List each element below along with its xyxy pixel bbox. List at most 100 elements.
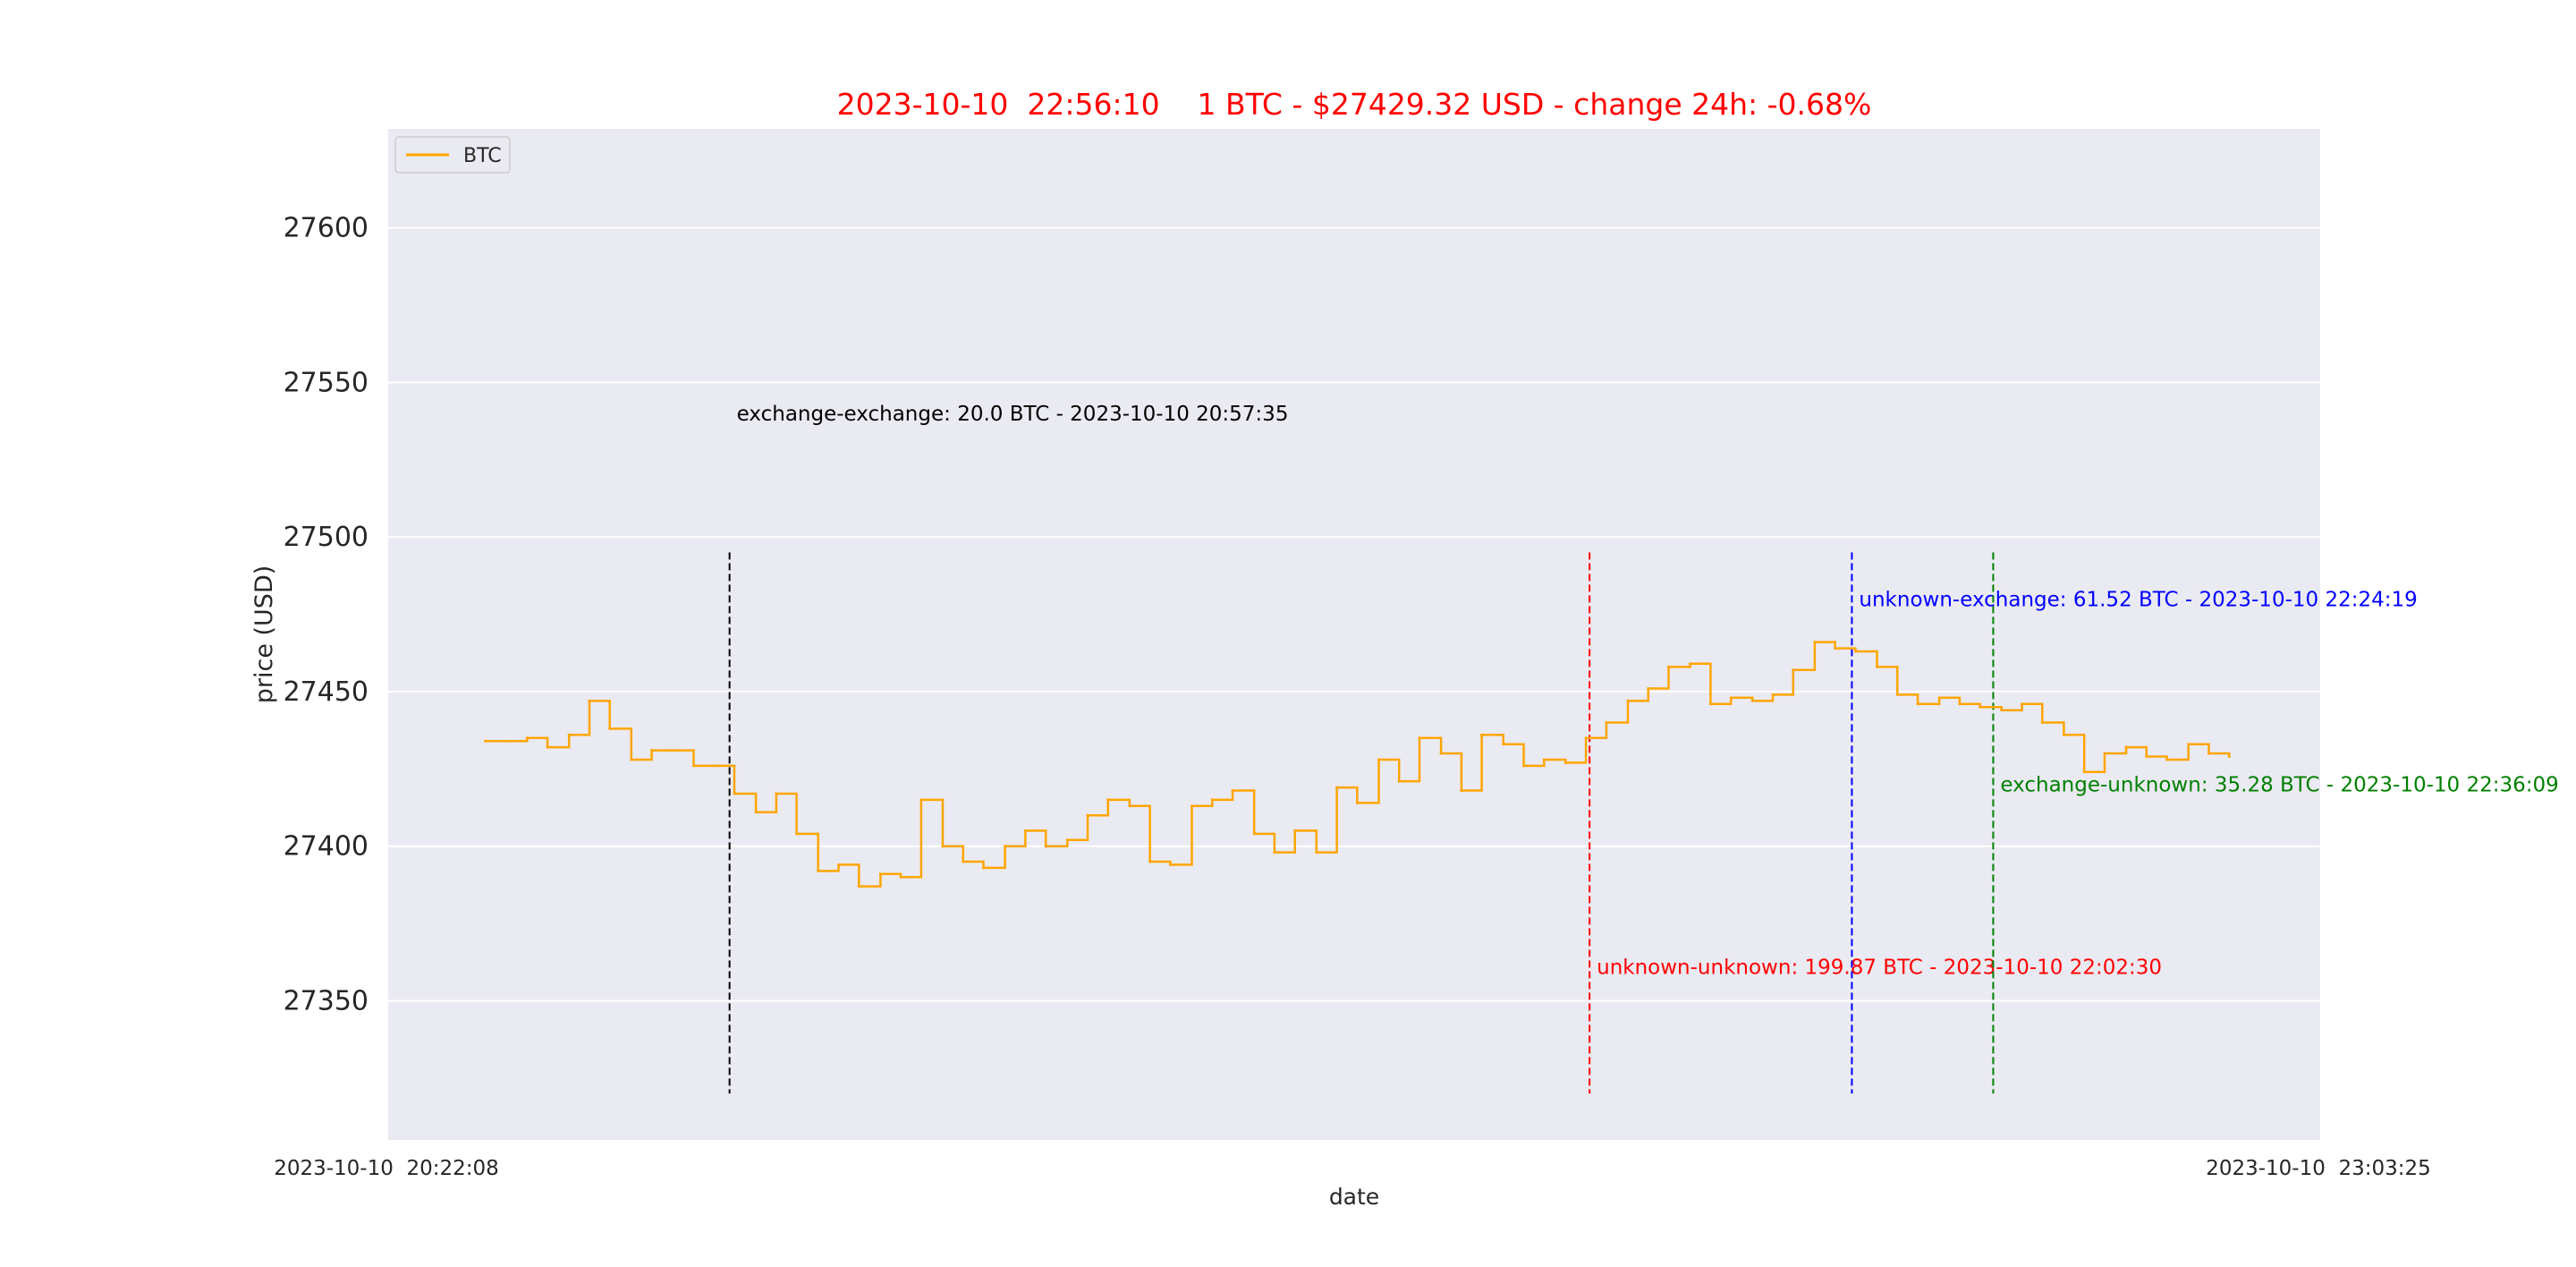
grid-lines <box>388 226 2320 1002</box>
btc-data-point <box>1044 845 1047 848</box>
btc-data-point <box>837 863 841 866</box>
btc-data-point <box>1937 696 1941 700</box>
event-label: exchange-unknown: 35.28 BTC - 2023-10-10… <box>2000 774 2558 797</box>
event-label: unknown-unknown: 199.87 BTC - 2023-10-10… <box>1597 956 2162 979</box>
btc-data-point <box>691 764 695 768</box>
btc-data-point <box>1460 789 1463 793</box>
btc-data-point <box>1439 752 1443 755</box>
btc-data-point <box>795 832 799 836</box>
btc-data-point <box>1128 804 1131 808</box>
btc-data-point <box>1355 801 1359 804</box>
series-layer <box>483 641 2231 889</box>
plot-area <box>388 129 2320 1140</box>
btc-data-point <box>878 872 882 876</box>
btc-data-point <box>1813 641 1817 644</box>
btc-data-point <box>1004 845 1007 848</box>
btc-data-point <box>1023 829 1027 832</box>
btc-data-point <box>2021 702 2024 706</box>
btc-data-point <box>525 736 529 740</box>
btc-data-point <box>1626 699 1630 702</box>
btc-data-point <box>2187 743 2190 746</box>
y-tick-label: 27600 <box>284 213 369 244</box>
btc-data-point <box>1418 736 1421 740</box>
btc-data-point <box>1273 851 1276 855</box>
x-tick-label-start: 2023-10-10 20:22:08 <box>274 1157 499 1180</box>
btc-data-point <box>1563 761 1567 764</box>
btc-data-point <box>1480 733 1484 736</box>
btc-data-point <box>1647 686 1650 690</box>
btc-data-point <box>546 745 549 749</box>
btc-data-point <box>1191 804 1194 808</box>
btc-data-point <box>982 866 986 870</box>
btc-data-point <box>2103 752 2106 755</box>
btc-data-point <box>1315 851 1318 855</box>
btc-data-point <box>1502 743 1505 746</box>
btc-data-point <box>1667 665 1671 668</box>
btc-data-point <box>1729 696 1733 700</box>
x-axis-label: date <box>1329 1184 1379 1210</box>
btc-data-point <box>2082 770 2086 774</box>
y-tick-label: 27350 <box>284 985 369 1016</box>
btc-data-point <box>588 699 591 702</box>
btc-data-point <box>630 758 633 761</box>
btc-data-point <box>1542 758 1546 761</box>
legend-box <box>394 136 511 174</box>
btc-data-point <box>1689 662 1692 666</box>
btc-data-point <box>2124 745 2128 749</box>
btc-data-point <box>483 739 487 743</box>
btc-data-point <box>1293 829 1297 832</box>
btc-data-point <box>962 860 965 863</box>
btc-data-point <box>1853 650 1857 653</box>
btc-data-point <box>1065 838 1069 842</box>
btc-data-point <box>1792 668 1795 672</box>
btc-data-point <box>1979 705 1982 709</box>
btc-data-point <box>650 749 654 753</box>
legend-label: BTC <box>463 145 502 167</box>
btc-price-line <box>485 641 2231 888</box>
btc-data-point <box>1916 702 1919 706</box>
btc-data-point <box>608 727 612 730</box>
btc-data-point <box>1708 702 1712 706</box>
btc-data-point <box>1834 647 1837 651</box>
btc-data-point <box>1252 832 1256 836</box>
btc-data-point <box>712 764 716 768</box>
y-axis-ticks: 27350 27400 27450 27500 27550 27600 <box>284 213 369 1017</box>
btc-data-point <box>2062 733 2065 736</box>
btc-data-point <box>1750 699 1754 702</box>
btc-data-point <box>2040 720 2044 724</box>
btc-data-point <box>857 885 860 889</box>
event-label: unknown-exchange: 61.52 BTC - 2023-10-10… <box>1859 588 2417 611</box>
chart-title: 2023-10-10 22:56:10 1 BTC - $27429.32 US… <box>837 87 1872 122</box>
btc-data-point <box>2227 754 2231 758</box>
btc-data-point <box>1106 798 1110 802</box>
y-tick-label: 27550 <box>284 367 369 398</box>
btc-data-point <box>919 798 923 802</box>
btc-data-point <box>1231 789 1234 793</box>
btc-data-point <box>1521 764 1525 768</box>
btc-data-point <box>1584 736 1588 740</box>
btc-data-point <box>670 749 674 753</box>
btc-data-point <box>941 845 945 848</box>
btc-data-point <box>2000 709 2004 712</box>
btc-data-point <box>1876 665 1879 668</box>
event-label: exchange-exchange: 20.0 BTC - 2023-10-10… <box>737 403 1289 426</box>
legend: BTC <box>394 136 511 174</box>
btc-data-point <box>567 733 571 736</box>
btc-data-point <box>1168 863 1172 866</box>
y-tick-label: 27450 <box>284 676 369 708</box>
event-markers: exchange-exchange: 20.0 BTC - 2023-10-10… <box>728 403 2559 1094</box>
btc-data-point <box>1605 720 1608 724</box>
btc-data-point <box>505 739 509 743</box>
btc-data-point <box>1086 813 1089 817</box>
btc-data-point <box>775 792 778 795</box>
btc-data-point <box>817 869 820 872</box>
btc-data-point <box>1397 779 1401 783</box>
btc-data-point <box>1771 693 1775 696</box>
btc-data-point <box>1148 860 1152 863</box>
btc-data-point <box>1377 758 1380 761</box>
btc-data-point <box>754 811 758 814</box>
btc-data-point <box>899 875 902 879</box>
btc-data-point <box>1210 798 1214 802</box>
btc-data-point <box>1895 693 1899 696</box>
